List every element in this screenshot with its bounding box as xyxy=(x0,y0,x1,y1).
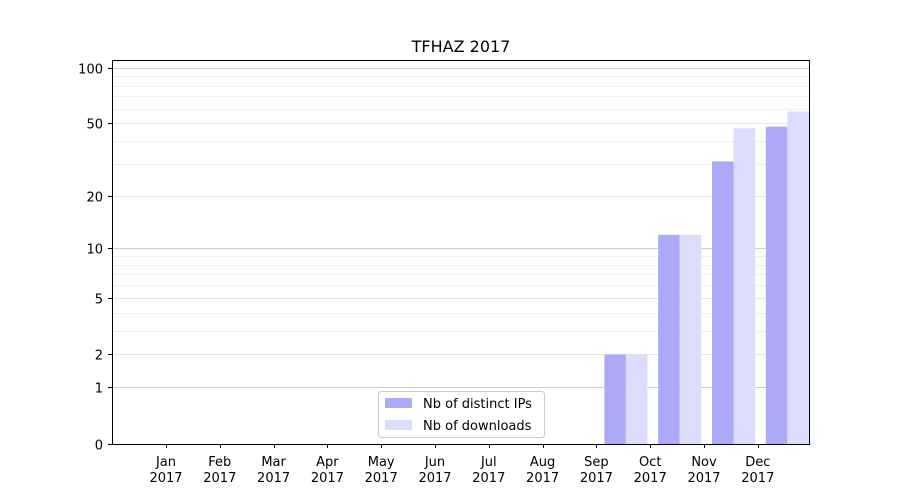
x-tick-label-year: 2017 xyxy=(634,471,667,486)
x-tick-label-year: 2017 xyxy=(526,471,559,486)
plot-frame xyxy=(112,60,810,445)
bar-distinct-ips xyxy=(658,234,680,444)
bar-downloads xyxy=(679,234,702,444)
bar-downloads xyxy=(625,354,648,444)
x-tick-label-month: May xyxy=(368,455,395,470)
x-tick-label-year: 2017 xyxy=(741,471,774,486)
legend-swatch-distinct-ips xyxy=(385,398,412,408)
bar-downloads xyxy=(787,111,809,444)
bars xyxy=(604,111,809,444)
y-tick-label: 0 xyxy=(95,439,103,454)
chart-title: TFHAZ 2017 xyxy=(411,37,511,56)
y-tick-label: 5 xyxy=(95,293,103,308)
x-tick-label-month: Jan xyxy=(155,455,176,470)
y-tick-label: 10 xyxy=(86,243,103,258)
bar-downloads xyxy=(733,128,755,444)
x-tick-label-year: 2017 xyxy=(580,471,613,486)
y-tick-label: 100 xyxy=(78,63,103,78)
x-tick-label-month: Apr xyxy=(316,455,339,470)
legend-box xyxy=(378,391,545,438)
x-tick-label-month: Jul xyxy=(480,455,497,470)
x-tick-label-year: 2017 xyxy=(311,471,344,486)
x-tick-label-month: Sep xyxy=(584,455,609,470)
x-tick-label-year: 2017 xyxy=(149,471,182,486)
x-tick-label-month: Oct xyxy=(639,455,661,470)
x-axis: Jan2017Feb2017Mar2017Apr2017May2017Jun20… xyxy=(149,444,774,486)
x-tick-label-year: 2017 xyxy=(687,471,720,486)
bar-distinct-ips xyxy=(712,161,734,444)
y-tick-label: 2 xyxy=(95,349,103,364)
x-tick-label-year: 2017 xyxy=(472,471,505,486)
y-axis: 0 1 2 5 10 20 50 100 xyxy=(78,63,112,454)
bar-distinct-ips xyxy=(604,354,626,444)
x-tick-label-month: Feb xyxy=(208,455,231,470)
grid-lines xyxy=(112,68,809,388)
y-tick-label: 1 xyxy=(95,382,103,397)
x-tick-label-month: Mar xyxy=(261,455,286,470)
x-tick-label-month: Jun xyxy=(424,455,445,470)
legend-label-downloads: Nb of downloads xyxy=(423,419,532,434)
bar-distinct-ips xyxy=(765,126,788,444)
legend-label-distinct-ips: Nb of distinct IPs xyxy=(423,397,532,412)
x-tick-label-year: 2017 xyxy=(418,471,451,486)
y-tick-label: 50 xyxy=(86,118,103,133)
legend: Nb of distinct IPs Nb of downloads xyxy=(378,391,545,438)
x-tick-label-month: Aug xyxy=(530,455,555,470)
x-tick-label-month: Nov xyxy=(691,455,717,470)
legend-swatch-downloads xyxy=(385,420,412,430)
x-tick-label-year: 2017 xyxy=(203,471,236,486)
x-tick-label-month: Dec xyxy=(745,455,770,470)
y-tick-label: 20 xyxy=(86,191,103,206)
x-tick-label-year: 2017 xyxy=(365,471,398,486)
x-tick-label-year: 2017 xyxy=(257,471,290,486)
